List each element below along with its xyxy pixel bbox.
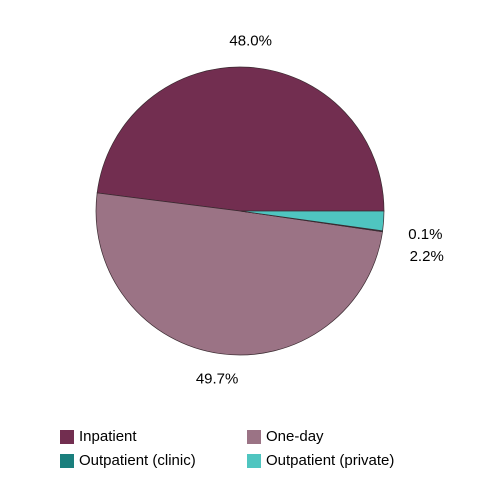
data-label: 0.1% [408, 226, 442, 243]
legend-swatch [247, 430, 261, 444]
data-label: 49.7% [196, 370, 239, 387]
data-label: 48.0% [229, 32, 272, 49]
legend-swatch [60, 454, 74, 468]
legend-label: Outpatient (clinic) [79, 452, 196, 469]
legend-swatch [60, 430, 74, 444]
legend-label: One-day [266, 428, 324, 445]
data-label: 2.2% [410, 248, 444, 265]
legend-label: Outpatient (private) [266, 452, 394, 469]
pie-slice [239, 210, 385, 232]
pie-slice [96, 66, 385, 212]
legend-label: Inpatient [79, 428, 137, 445]
legend-swatch [247, 454, 261, 468]
pie-slice [95, 192, 383, 356]
